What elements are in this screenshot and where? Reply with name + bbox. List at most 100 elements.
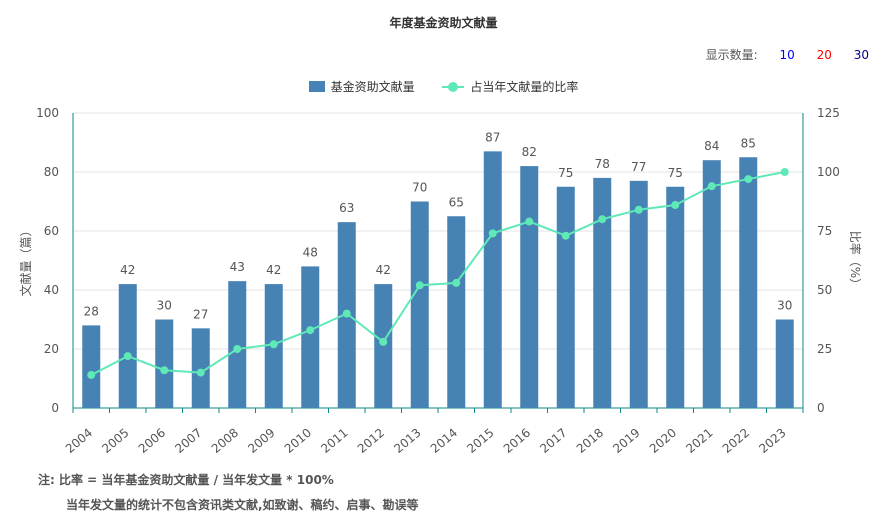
bar-2016	[520, 166, 539, 408]
x-tick-label: 2012	[355, 426, 387, 456]
display-count-option-30[interactable]: 30	[853, 48, 869, 62]
bar-data-label: 78	[595, 157, 610, 171]
x-tick-label: 2018	[574, 426, 606, 456]
ratio-point-2014	[452, 278, 461, 287]
ratio-point-2020	[671, 201, 680, 210]
y-tick-label-right: 125	[817, 106, 840, 120]
ratio-point-2008	[233, 345, 242, 353]
display-count-label: 显示数量:	[705, 48, 758, 62]
bar-data-label: 85	[741, 136, 756, 150]
note-exclusion: 当年发文量的统计不包含资讯类文献,如致谢、稿约、启事、勘误等	[66, 498, 419, 512]
x-tick-label: 2004	[63, 426, 95, 456]
display-count-option-10[interactable]: 10	[779, 48, 795, 62]
legend-bar-label: 基金资助文献量	[330, 80, 415, 94]
chart-title: 年度基金资助文献量	[389, 16, 498, 30]
bar-data-label: 30	[777, 299, 792, 313]
ratio-point-2010	[306, 326, 315, 335]
x-tick-label: 2008	[209, 426, 241, 456]
bar-2019	[629, 180, 648, 408]
y-tick-label-right: 50	[817, 283, 832, 297]
x-tick-label: 2023	[756, 426, 788, 456]
legend-bar-swatch	[308, 81, 325, 92]
bar-data-label: 43	[230, 260, 245, 274]
x-tick-label: 2013	[391, 426, 423, 456]
y-tick-label-left: 20	[44, 342, 59, 356]
ratio-point-2006	[160, 366, 169, 375]
bar-2022	[739, 157, 758, 408]
x-tick-label: 2010	[282, 426, 314, 456]
x-tick-label: 2005	[99, 426, 131, 456]
y-tick-label-right: 25	[817, 342, 832, 356]
bar-2023	[775, 319, 794, 408]
bar-2005	[118, 284, 137, 408]
y-tick-label-right: 100	[817, 165, 840, 179]
y-tick-label-left: 60	[44, 224, 59, 238]
x-tick-label: 2021	[683, 426, 715, 456]
x-tick-label: 2019	[610, 426, 642, 456]
bar-data-label: 70	[412, 181, 427, 195]
display-count-control: 显示数量: 10 20 30	[706, 46, 869, 63]
x-tick-label: 2022	[720, 426, 752, 456]
ratio-point-2011	[342, 309, 351, 318]
ratio-point-2007	[196, 368, 205, 377]
bar-2020	[666, 186, 685, 408]
ratio-point-2017	[561, 231, 570, 240]
chart-notes: 注: 比率 = 当年基金资助文献量 / 当年发文量 * 100% 当年发文量的统…	[38, 468, 419, 518]
bar-data-label: 42	[120, 263, 135, 277]
ratio-point-2009	[269, 340, 278, 349]
x-tick-label: 2007	[172, 426, 204, 456]
ratio-point-2022	[744, 175, 753, 184]
ratio-point-2016	[525, 217, 534, 226]
ratio-point-2021	[707, 182, 716, 191]
bar-2014	[447, 216, 466, 408]
ratio-point-2015	[488, 229, 497, 238]
bar-2017	[556, 186, 575, 408]
bar-data-label: 63	[339, 201, 354, 215]
x-tick-label: 2017	[537, 426, 569, 456]
bar-data-label: 77	[631, 160, 646, 174]
bar-data-label: 30	[157, 299, 172, 313]
x-tick-label: 2016	[501, 426, 533, 456]
bar-data-label: 82	[522, 145, 537, 159]
bar-data-label: 75	[668, 166, 683, 180]
note-ratio-formula: 注: 比率 = 当年基金资助文献量 / 当年发文量 * 100%	[38, 473, 334, 487]
ratio-point-2004	[87, 370, 96, 379]
legend-item-bar-series[interactable]: 基金资助文献量	[308, 78, 415, 95]
bar-data-label: 48	[303, 245, 318, 259]
ratio-line	[90, 171, 785, 376]
x-tick-label: 2014	[428, 426, 460, 456]
ratio-point-2013	[415, 281, 424, 290]
x-tick-label: 2006	[136, 426, 168, 456]
x-tick-label: 2011	[318, 426, 350, 456]
y-tick-label-left: 0	[51, 401, 59, 415]
bar-data-label: 65	[449, 195, 464, 209]
y-axis-title-right: 比率（%）	[848, 231, 863, 290]
bar-data-label: 84	[704, 139, 719, 153]
x-tick-label: 2015	[464, 426, 496, 456]
bar-2008	[228, 281, 247, 408]
bar-data-label: 75	[558, 166, 573, 180]
ratio-point-2018	[598, 215, 607, 224]
bar-data-label: 42	[266, 263, 281, 277]
ratio-point-2023	[780, 168, 789, 176]
bar-2021	[702, 160, 721, 408]
x-tick-label: 2009	[245, 426, 277, 456]
chart-plot-area: 0 20 40 60 80 100 0 25 50 75 100 125 文献量（篇） 比率（%） 28 20…	[18, 106, 863, 456]
ratio-point-2005	[123, 352, 132, 361]
bar-2012	[374, 284, 393, 408]
bar-2013	[410, 201, 429, 408]
bar-2004	[82, 325, 101, 408]
chart-legend: 基金资助文献量 占当年文献量的比率	[0, 78, 887, 95]
y-tick-label-left: 100	[36, 106, 59, 120]
y-tick-label-left: 40	[44, 283, 59, 297]
bar-2010	[301, 266, 320, 408]
bar-data-label: 27	[193, 307, 208, 321]
legend-item-line-series[interactable]: 占当年文献量的比率	[442, 78, 578, 95]
bar-data-label: 42	[376, 263, 391, 277]
legend-line-swatch	[442, 81, 465, 92]
bar-data-label: 28	[84, 304, 99, 318]
bar-2018	[593, 177, 612, 408]
display-count-option-20[interactable]: 20	[816, 48, 832, 62]
bar-2007	[191, 328, 210, 408]
ratio-point-2012	[379, 337, 388, 346]
